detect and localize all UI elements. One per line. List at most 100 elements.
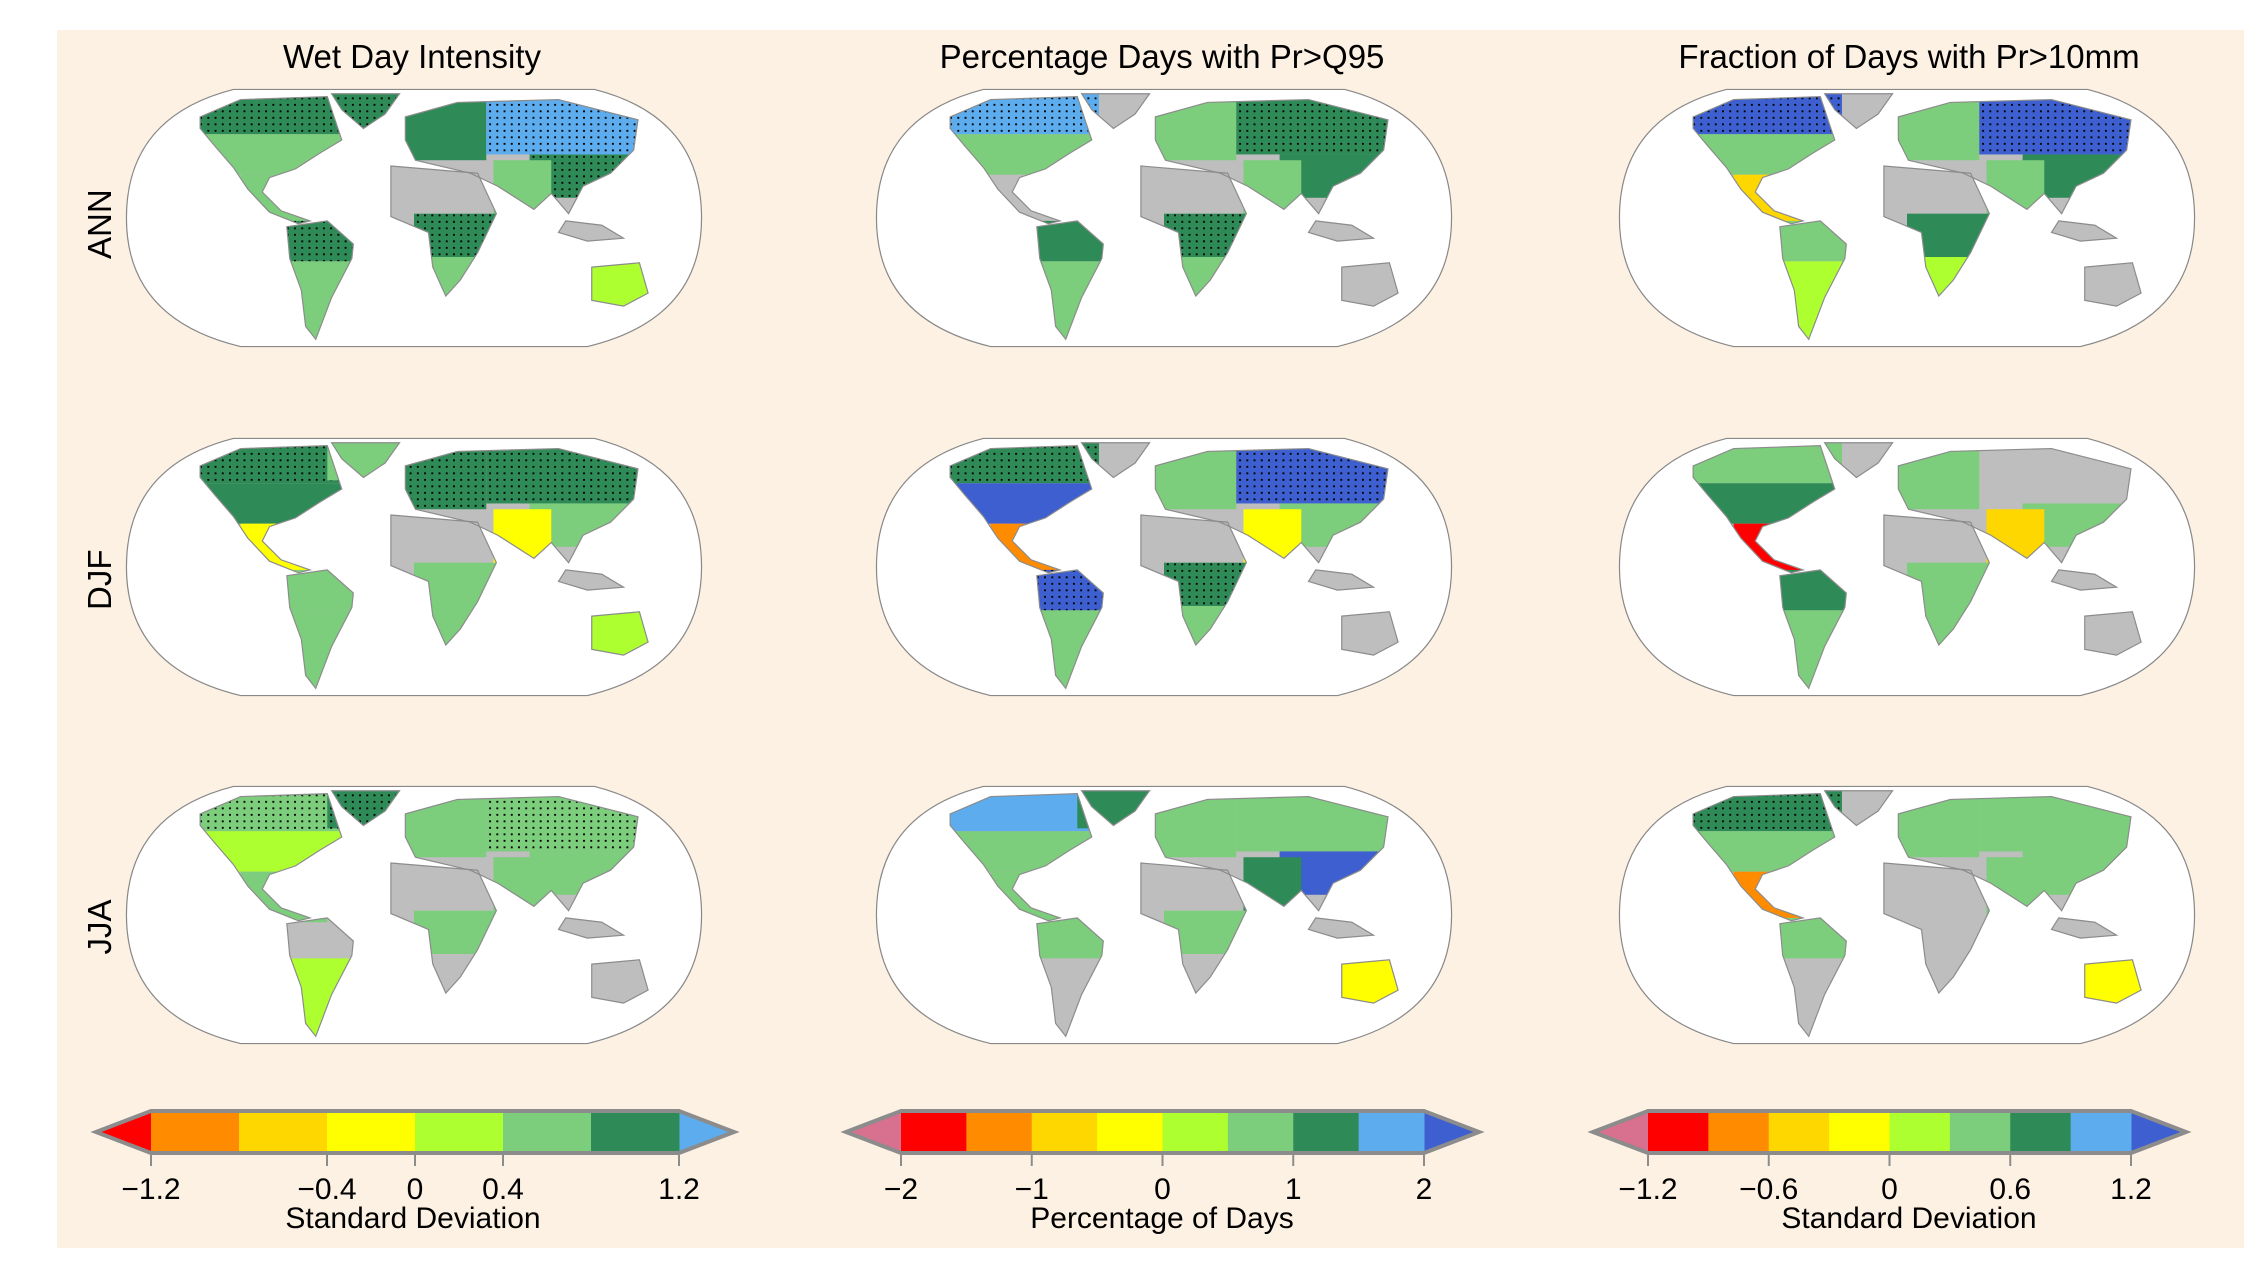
- coastline-north-america: [950, 97, 1092, 224]
- coastline-maritime-asia: [559, 918, 624, 938]
- coastline-greenland: [1082, 94, 1150, 129]
- colorbar-tick-label: 0: [1154, 1173, 1171, 1206]
- coastline-maritime-asia: [1309, 918, 1374, 938]
- colorbar-tick-label: −1.2: [1618, 1173, 1677, 1206]
- colorbar-tick-label: 0: [407, 1173, 424, 1206]
- colorbar-tick-label: 1.2: [658, 1173, 700, 1206]
- colorbar-over-triangle: [2131, 1111, 2186, 1153]
- coastline-australia: [1342, 263, 1398, 306]
- land-maritime-asia: [558, 917, 624, 939]
- coastline-africa: [1884, 166, 1989, 296]
- coastline-maritime-asia: [2052, 918, 2117, 938]
- coastline-greenland: [1825, 443, 1893, 478]
- colorbar-segment-6: [2010, 1111, 2072, 1153]
- coastline-australia: [592, 612, 648, 655]
- colorbar-tick-label: 1.2: [2110, 1173, 2152, 1206]
- colorbar-segment-1: [1708, 1111, 1770, 1153]
- coastline-greenland: [1825, 791, 1893, 826]
- map-panel-ann-2: [1618, 88, 2196, 348]
- colorbar-border: [840, 1109, 1485, 1155]
- colorbar-segment-3: [415, 1111, 504, 1153]
- land-australia: [1341, 262, 1399, 307]
- coastline-eurasia: [1898, 449, 2131, 563]
- coastline-maritime-asia: [1309, 221, 1374, 241]
- colorbar-segment-5: [591, 1111, 680, 1153]
- colorbar-segment-5: [1227, 1111, 1294, 1153]
- coastline-eurasia: [1155, 100, 1388, 214]
- colorbar-segment-0: [151, 1111, 240, 1153]
- row-label-djf: DJF: [81, 549, 118, 611]
- colorbar-segment-4: [1889, 1111, 1951, 1153]
- map-panel-jja-1: [875, 785, 1453, 1045]
- colorbar-border: [90, 1109, 740, 1155]
- land-maritime-asia: [1308, 917, 1374, 939]
- colorbar-under-triangle: [96, 1111, 151, 1153]
- land-australia: [591, 959, 649, 1004]
- colorbar-tick-label: −2: [884, 1173, 918, 1206]
- coastline-south-america: [1037, 570, 1103, 688]
- colorbar-segment-3: [1097, 1111, 1163, 1153]
- coastline-greenland: [332, 443, 400, 478]
- coastline-north-america: [1693, 794, 1835, 921]
- coastline-eurasia: [405, 797, 638, 911]
- land-maritime-asia: [558, 569, 624, 591]
- colorbar-segment-7: [2070, 1111, 2132, 1153]
- land-maritime-asia: [558, 220, 624, 242]
- colorbar-segment-7: [1358, 1111, 1425, 1153]
- coastline-greenland: [1082, 791, 1150, 826]
- colorbar-tick-label: −1: [1015, 1173, 1049, 1206]
- coastline-south-america: [287, 221, 353, 339]
- coastline-north-america: [950, 446, 1092, 573]
- coastline-maritime-asia: [2052, 221, 2117, 241]
- colorbar-tick-label: 0.4: [482, 1173, 524, 1206]
- coastline-eurasia: [1155, 797, 1388, 911]
- colorbar-segment-1: [966, 1111, 1033, 1153]
- land-australia: [2084, 262, 2142, 307]
- coastline-greenland: [1825, 94, 1893, 129]
- coastline-australia: [592, 960, 648, 1003]
- coastline-eurasia: [1155, 449, 1388, 563]
- coastline-australia: [1342, 612, 1398, 655]
- colorbar-fraction-days: −1.2 −0.6 0 0.6 1.2: [1587, 1109, 2192, 1206]
- colorbar-tick-label: −0.4: [297, 1173, 356, 1206]
- land-maritime-asia: [1308, 220, 1374, 242]
- colorbar-tick-label: 0: [1881, 1173, 1898, 1206]
- colorbar-segment-0: [1648, 1111, 1709, 1153]
- map-panel-ann-0: [125, 88, 703, 348]
- colorbar-segment-1: [239, 1111, 328, 1153]
- colorbar-segment-3: [1829, 1111, 1890, 1153]
- colorbar-tick-label: 0.6: [1989, 1173, 2031, 1206]
- colorbar-under-triangle: [846, 1111, 901, 1153]
- coastline-north-america: [200, 794, 342, 921]
- coastline-australia: [2085, 263, 2141, 306]
- map-panel-djf-0: [125, 437, 703, 697]
- colorbar-label-0: Standard Deviation: [285, 1202, 541, 1235]
- map-panel-djf-2: [1618, 437, 2196, 697]
- colorbar-label-1: Percentage of Days: [1030, 1202, 1294, 1235]
- colorbar-under-triangle: [1593, 1111, 1648, 1153]
- coastline-maritime-asia: [559, 570, 624, 590]
- colorbar-tick-label: −0.6: [1739, 1173, 1798, 1206]
- coastline-australia: [1342, 960, 1398, 1003]
- colorbar-tick-label: −1.2: [121, 1173, 180, 1206]
- colorbar-tick-label: 2: [1416, 1173, 1433, 1206]
- coastline-eurasia: [1898, 797, 2131, 911]
- column-title-wet-day-intensity: Wet Day Intensity: [283, 38, 541, 75]
- coastline-north-america: [1693, 446, 1835, 573]
- colorbar-label-2: Standard Deviation: [1781, 1202, 2037, 1235]
- coastline-maritime-asia: [559, 221, 624, 241]
- coastline-maritime-asia: [1309, 570, 1374, 590]
- row-label-ann: ANN: [81, 189, 118, 259]
- land-maritime-asia: [2051, 569, 2117, 591]
- coastline-africa: [391, 515, 496, 645]
- coastline-australia: [2085, 612, 2141, 655]
- colorbar-segment-5: [1949, 1111, 2011, 1153]
- colorbar-segment-2: [327, 1111, 416, 1153]
- coastline-south-america: [1037, 221, 1103, 339]
- colorbar-tick-label: 1: [1285, 1173, 1302, 1206]
- coastline-north-america: [200, 446, 342, 573]
- colorbar-segment-6: [1293, 1111, 1360, 1153]
- map-panel-jja-0: [125, 785, 703, 1045]
- colorbar-wet-day-intensity: −1.2 −0.4 0 0.4 1.2: [90, 1109, 740, 1206]
- column-title-percentage-days: Percentage Days with Pr>Q95: [939, 38, 1385, 75]
